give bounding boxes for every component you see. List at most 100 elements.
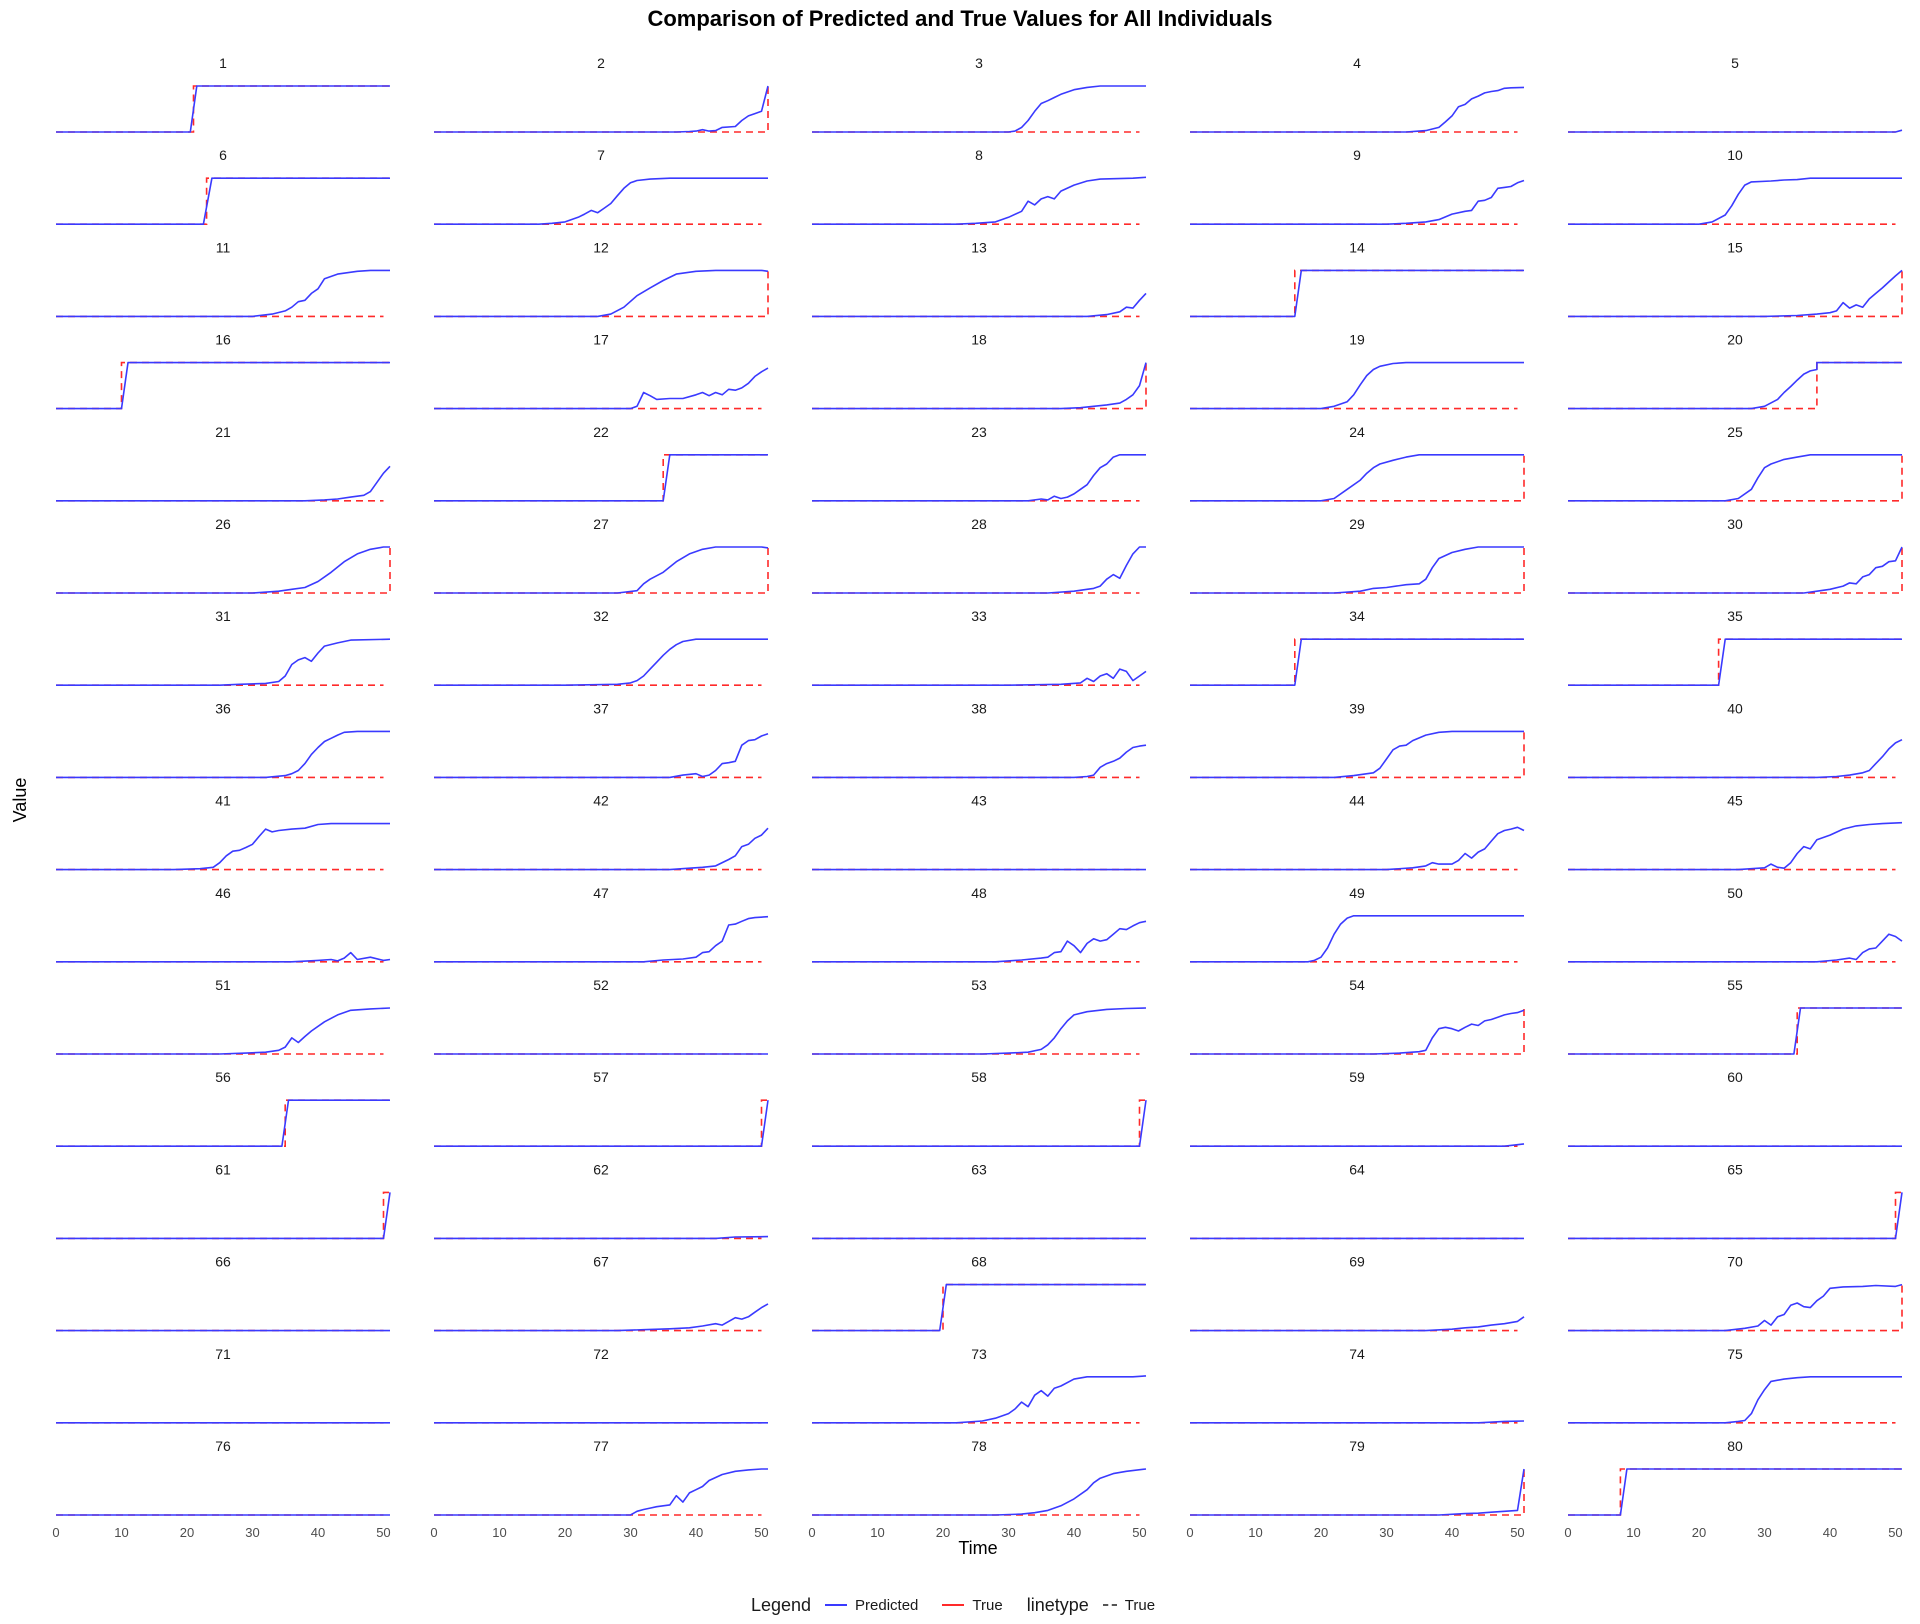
panel-label: 35: [1727, 608, 1743, 624]
legend-item-true: True: [942, 1596, 1003, 1614]
predicted-line-swatch: [825, 1604, 848, 1606]
facet-panel: 58: [812, 1069, 1147, 1147]
predicted-series-line: [434, 1468, 768, 1516]
panel-label: 47: [593, 885, 609, 901]
x-tick-label: 40: [689, 1525, 703, 1540]
facet-panel: 24: [1190, 424, 1525, 502]
predicted-series-line: [1568, 1192, 1903, 1240]
predicted-series-line: [434, 638, 768, 687]
panel-label: 61: [215, 1161, 231, 1177]
predicted-series-line: [1190, 179, 1525, 225]
facet-panel: 50: [1568, 885, 1903, 963]
facet-panel: 5: [1568, 55, 1903, 133]
true-series-line: [56, 85, 390, 133]
true-series-line: [434, 86, 769, 133]
predicted-series-line: [1190, 1420, 1525, 1424]
true-series-line: [1190, 1008, 1525, 1055]
panel-label: 34: [1349, 608, 1365, 624]
facet-panel: 8: [812, 147, 1147, 225]
panel-label: 71: [215, 1346, 231, 1362]
facet-panel: 20: [1568, 332, 1902, 410]
predicted-series-line: [434, 453, 768, 502]
true-series-line: [1190, 454, 1525, 502]
predicted-series-line: [812, 1100, 1147, 1147]
predicted-series-line: [1568, 1376, 1902, 1424]
facet-panel: 27: [434, 516, 769, 594]
panel-label: 53: [971, 977, 987, 993]
predicted-series-line: [1190, 86, 1525, 133]
true-series-line: [1190, 1469, 1525, 1516]
facet-panel: 35: [1568, 608, 1902, 687]
panel-label: 3: [975, 55, 983, 71]
panel-label: 37: [593, 700, 609, 716]
x-tick-label: 50: [754, 1525, 768, 1540]
predicted-series-line: [1568, 546, 1903, 594]
panel-label: 30: [1727, 516, 1743, 532]
predicted-series-line: [1190, 453, 1524, 502]
predicted-series-line: [56, 1192, 391, 1240]
panel-label: 33: [971, 608, 987, 624]
facet-panel: 49: [1190, 885, 1524, 963]
facet-panel: 29: [1190, 516, 1525, 594]
facet-panel: 25: [1568, 424, 1903, 502]
facet-panel: 11: [56, 239, 390, 318]
x-tick-label: 30: [1001, 1525, 1015, 1540]
predicted-series-line: [56, 730, 390, 779]
facet-panel: 68: [812, 1254, 1146, 1332]
facet-panel: 75: [1568, 1346, 1902, 1424]
panel-label: 60: [1727, 1069, 1743, 1085]
panel-label: 29: [1349, 516, 1365, 532]
panel-label: 68: [971, 1254, 987, 1270]
panel-label: 11: [216, 239, 231, 255]
predicted-series-line: [812, 744, 1147, 779]
true-series-line: [1568, 1191, 1902, 1240]
panel-label: 13: [971, 239, 987, 255]
predicted-series-line: [1568, 638, 1902, 687]
panel-label: 17: [593, 332, 609, 348]
legend-label-true: True: [972, 1596, 1003, 1614]
predicted-series-line: [1190, 730, 1524, 779]
true-series-line: [1568, 1007, 1902, 1055]
x-tick-label: 10: [1626, 1525, 1640, 1540]
panel-label: 26: [215, 516, 231, 532]
x-tick-label: 40: [1067, 1525, 1081, 1540]
panel-label: 40: [1727, 700, 1743, 716]
facet-panel: 21: [56, 424, 391, 502]
facet-panel: 16: [56, 332, 390, 410]
panel-label: 10: [1727, 147, 1743, 163]
x-tick-label: 0: [1186, 1525, 1193, 1540]
facet-panel: 43: [812, 793, 1146, 871]
facet-panel: 17: [434, 332, 769, 410]
facet-panel: 1: [56, 55, 390, 133]
panel-label: 5: [1731, 55, 1739, 71]
panel-label: 28: [971, 516, 987, 532]
panel-label: 63: [971, 1161, 987, 1177]
linetype-legend-title: linetype: [1026, 1594, 1089, 1615]
facet-panel: 45: [1568, 793, 1903, 871]
facet-panel: 76 0 10 20 30 40 50: [52, 1438, 390, 1540]
predicted-series-line: [812, 362, 1147, 410]
panel-label: 50: [1727, 885, 1743, 901]
predicted-series-line: [812, 1007, 1147, 1055]
predicted-series-line: [56, 822, 390, 871]
panel-label: 38: [971, 700, 987, 716]
panel-label: 20: [1727, 332, 1743, 348]
predicted-series-line: [434, 827, 769, 871]
panel-label: 19: [1349, 332, 1365, 348]
facet-panel: 74: [1190, 1346, 1525, 1424]
predicted-series-line: [56, 361, 390, 410]
panel-label: 74: [1349, 1346, 1365, 1362]
facet-panel: 59: [1190, 1069, 1525, 1147]
panel-label: 55: [1727, 977, 1743, 993]
panel-label: 64: [1349, 1161, 1365, 1177]
x-tick-label: 20: [936, 1525, 950, 1540]
panel-label: 7: [597, 147, 605, 163]
panel-label: 51: [215, 977, 231, 993]
facet-panel: 62: [434, 1161, 769, 1240]
facet-panel: 26: [56, 516, 391, 594]
x-tick-label: 30: [1379, 1525, 1393, 1540]
panel-label: 76: [215, 1438, 231, 1454]
predicted-series-line: [56, 177, 390, 225]
facet-panel: 72: [434, 1346, 768, 1424]
